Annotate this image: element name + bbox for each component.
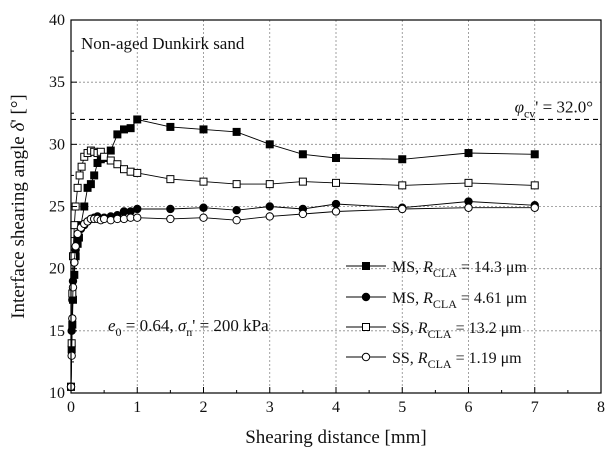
data-series	[66, 115, 539, 391]
data-point	[398, 181, 407, 190]
state-annotation: e0 = 0.64, σn' = 200 kPa	[108, 316, 269, 339]
data-point	[265, 212, 274, 221]
data-point	[113, 130, 122, 139]
data-point	[86, 180, 95, 189]
data-point	[119, 214, 129, 224]
data-point	[265, 202, 274, 211]
y-axis-title: Interface shearing angle δ' [°]	[8, 94, 29, 319]
data-point	[106, 156, 115, 165]
data-point	[126, 124, 135, 133]
data-point	[71, 242, 80, 251]
data-point	[530, 150, 539, 159]
y-tick-label: 15	[49, 323, 65, 340]
data-point	[232, 215, 241, 225]
data-point	[166, 122, 175, 131]
legend-item-1: MS, RCLA = 14.3 μm	[346, 259, 528, 280]
data-point	[464, 203, 473, 212]
x-tick-label: 5	[398, 399, 406, 416]
y-tick-label: 30	[49, 136, 65, 153]
data-point	[99, 214, 109, 224]
data-point	[298, 177, 307, 186]
data-point	[398, 204, 407, 214]
x-tick-label: 4	[332, 399, 340, 416]
data-point	[298, 209, 308, 219]
series-line	[70, 118, 535, 387]
y-tick-label: 10	[49, 385, 65, 402]
data-point	[77, 162, 86, 171]
x-axis-title: Shearing distance [mm]	[245, 427, 427, 448]
data-point	[331, 199, 341, 209]
data-point	[232, 180, 241, 189]
data-point	[166, 214, 175, 224]
data-point	[332, 178, 340, 187]
data-point	[106, 215, 115, 225]
data-point	[106, 146, 115, 155]
legend-label: MS, RCLA = 4.61 μm	[392, 290, 528, 311]
data-point	[298, 150, 307, 159]
data-point	[67, 351, 76, 360]
legend-item-3: SS, RCLA = 13.2 μm	[346, 320, 522, 341]
legend-label: MS, RCLA = 14.3 μm	[392, 259, 528, 280]
y-tick-label: 35	[49, 74, 65, 91]
data-point	[100, 152, 109, 161]
y-tick-label: 40	[49, 12, 65, 29]
legend-marker	[361, 352, 371, 362]
legend-marker	[362, 323, 370, 331]
data-point	[126, 167, 135, 176]
data-point	[68, 314, 77, 323]
legend-item-2: MS, RCLA = 4.61 μm	[346, 290, 528, 311]
x-tick-label: 8	[597, 399, 605, 416]
data-point	[232, 127, 241, 136]
data-point	[113, 160, 122, 169]
data-point	[133, 204, 142, 214]
data-point	[265, 140, 274, 149]
x-tick-label: 2	[200, 399, 208, 416]
data-point	[120, 125, 128, 134]
x-tick-label: 3	[266, 399, 274, 416]
data-point	[70, 258, 79, 267]
legend: MS, RCLA = 14.3 μm MS, RCLA = 4.61 μm SS, …	[346, 259, 528, 371]
critical-state-label: φcv' = 32.0°	[515, 97, 593, 120]
data-point	[199, 203, 208, 212]
data-point	[73, 183, 82, 192]
data-point	[332, 154, 340, 163]
data-point	[199, 125, 208, 134]
data-point	[398, 155, 407, 164]
axis-ticks: 0 1 2 3 4 5 6 7 8 10 15 20 25 30 35 40	[49, 12, 605, 416]
data-point	[133, 213, 142, 222]
x-tick-label: 0	[67, 399, 75, 416]
x-tick-label: 6	[465, 399, 473, 416]
data-point	[133, 115, 142, 124]
x-tick-label: 1	[133, 399, 141, 416]
data-point	[331, 207, 341, 216]
data-point	[464, 149, 473, 158]
data-point	[75, 171, 84, 180]
data-point	[90, 171, 99, 180]
data-point	[199, 177, 208, 186]
data-point	[464, 178, 473, 187]
data-point	[133, 168, 142, 177]
x-tick-label: 7	[531, 399, 539, 416]
y-tick-label: 25	[49, 199, 65, 216]
data-point	[530, 181, 539, 190]
data-point	[530, 203, 539, 212]
data-point	[120, 165, 128, 174]
legend-label: SS, RCLA = 13.2 μm	[392, 320, 522, 341]
data-point	[199, 213, 208, 222]
legend-marker	[362, 262, 370, 270]
data-point	[166, 175, 175, 184]
data-point	[265, 180, 274, 189]
legend-label: SS, RCLA = 1.19 μm	[392, 350, 522, 371]
data-point	[68, 283, 78, 292]
data-point	[166, 204, 175, 214]
data-point	[80, 202, 89, 211]
legend-marker	[361, 292, 371, 302]
data-point	[232, 206, 241, 215]
y-tick-label: 20	[49, 261, 65, 278]
legend-item-4: SS, RCLA = 1.19 μm	[346, 350, 522, 371]
series-4	[66, 203, 539, 391]
chart-title: Non-aged Dunkirk sand	[81, 34, 245, 53]
